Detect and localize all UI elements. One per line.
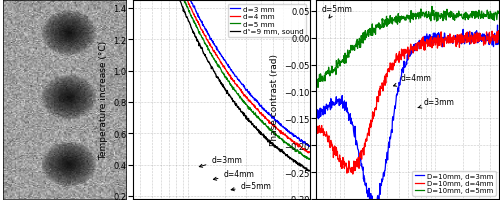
- dˢ=9 mm, sound: [263, 136, 269, 138]
- d=4 mm: [306, 151, 312, 153]
- D=10mm, d=4mm: [464, 42, 469, 45]
- D=10mm, d=4mm: [492, 35, 498, 37]
- D=10mm, d=3mm: [492, 39, 498, 41]
- D=10mm, d=4mm: [496, 30, 500, 33]
- Y-axis label: Temperature increase (°C): Temperature increase (°C): [98, 41, 108, 159]
- D=10mm, d=3mm: [400, 72, 406, 74]
- Legend: D=10mm, d=3mm, D=10mm, d=4mm, D=10mm, d=5mm: D=10mm, d=3mm, D=10mm, d=4mm, D=10mm, d=…: [412, 171, 496, 196]
- d=3 mm: [263, 110, 269, 112]
- d=5 mm: [306, 158, 312, 161]
- D=10mm, d=5mm: [313, 80, 319, 82]
- D=10mm, d=4mm: [402, 58, 407, 61]
- dˢ=9 mm, sound: [210, 68, 216, 70]
- D=10mm, d=4mm: [422, 45, 428, 47]
- D=10mm, d=3mm: [313, 118, 319, 120]
- Y-axis label: Phase contrast (rad): Phase contrast (rad): [270, 54, 279, 146]
- Line: D=10mm, d=3mm: D=10mm, d=3mm: [316, 26, 499, 200]
- D=10mm, d=5mm: [492, 12, 498, 14]
- d=5 mm: [234, 93, 240, 95]
- d=3 mm: [306, 145, 312, 147]
- D=10mm, d=5mm: [412, 13, 418, 16]
- Legend: d=3 mm, d=4 mm, d=5 mm, dˢ=9 mm, sound: d=3 mm, d=4 mm, d=5 mm, dˢ=9 mm, sound: [228, 5, 306, 37]
- D=10mm, d=5mm: [429, 6, 435, 9]
- Text: d=5mm: d=5mm: [231, 181, 272, 191]
- d=3 mm: [248, 95, 254, 98]
- D=10mm, d=4mm: [496, 39, 500, 41]
- Text: d=3mm: d=3mm: [200, 155, 242, 167]
- d=4 mm: [248, 101, 254, 103]
- Line: d=5 mm: d=5 mm: [133, 0, 310, 160]
- Line: d=3 mm: d=3 mm: [133, 0, 310, 147]
- D=10mm, d=3mm: [402, 66, 407, 68]
- D=10mm, d=3mm: [464, 38, 469, 40]
- D=10mm, d=3mm: [494, 25, 500, 27]
- d=5 mm: [263, 125, 269, 127]
- d=4 mm: [263, 117, 269, 120]
- dˢ=9 mm, sound: [306, 169, 312, 172]
- Text: d=3mm: d=3mm: [418, 97, 455, 109]
- Line: D=10mm, d=5mm: D=10mm, d=5mm: [316, 7, 499, 88]
- Text: d=4mm: d=4mm: [394, 74, 432, 87]
- dˢ=9 mm, sound: [234, 105, 240, 107]
- D=10mm, d=3mm: [412, 43, 418, 46]
- D=10mm, d=3mm: [422, 38, 428, 41]
- D=10mm, d=5mm: [496, 13, 500, 16]
- D=10mm, d=5mm: [315, 87, 321, 89]
- d=3 mm: [210, 42, 216, 45]
- Text: d=4mm: d=4mm: [214, 170, 254, 180]
- D=10mm, d=5mm: [422, 13, 428, 15]
- D=10mm, d=5mm: [402, 18, 407, 20]
- dˢ=9 mm, sound: [306, 170, 312, 172]
- D=10mm, d=4mm: [350, 173, 356, 175]
- d=3 mm: [234, 77, 240, 80]
- Line: d=4 mm: d=4 mm: [133, 0, 310, 153]
- D=10mm, d=4mm: [400, 51, 406, 53]
- d=4 mm: [210, 50, 216, 52]
- dˢ=9 mm, sound: [248, 120, 254, 123]
- d=3 mm: [306, 146, 312, 148]
- d=5 mm: [248, 109, 254, 112]
- D=10mm, d=4mm: [313, 127, 319, 129]
- Text: d=5mm: d=5mm: [322, 5, 352, 19]
- D=10mm, d=5mm: [464, 13, 470, 16]
- D=10mm, d=3mm: [496, 36, 500, 39]
- Line: D=10mm, d=4mm: D=10mm, d=4mm: [316, 31, 499, 174]
- D=10mm, d=5mm: [400, 18, 406, 20]
- d=5 mm: [210, 57, 216, 59]
- d=5 mm: [306, 158, 312, 161]
- D=10mm, d=4mm: [412, 44, 418, 47]
- Line: dˢ=9 mm, sound: dˢ=9 mm, sound: [133, 0, 310, 171]
- d=4 mm: [305, 152, 311, 154]
- d=4 mm: [234, 84, 240, 86]
